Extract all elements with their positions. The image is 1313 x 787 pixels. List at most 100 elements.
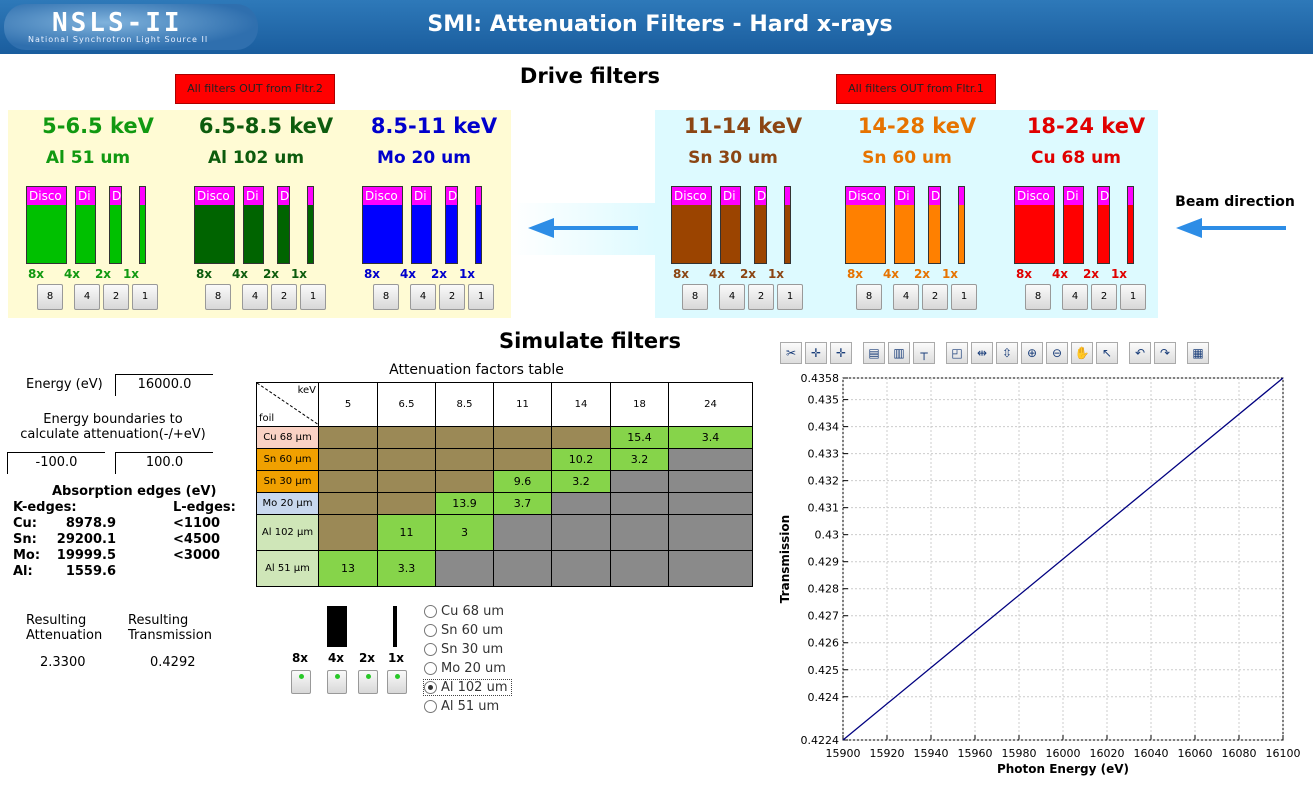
energy-input[interactable]: 16000.0	[115, 374, 213, 396]
filter-1x-button[interactable]: 1	[777, 284, 803, 310]
filter-1x-button[interactable]: 1	[1120, 284, 1146, 310]
transmission-plot[interactable]: 15900 15920 15940 15960 15980 16000 16020 16040…	[775, 368, 1310, 783]
boundaries-label-line2: calculate attenuation(-/+eV)	[20, 427, 206, 442]
radio-button[interactable]	[424, 700, 437, 713]
crosshair-icon[interactable]: ┬	[913, 342, 935, 364]
filter-1x-button[interactable]: 1	[300, 284, 326, 310]
foil-radio-option[interactable]: Sn 60 um	[424, 623, 506, 638]
filter-bar-fill	[846, 197, 885, 263]
filter-multiplier-label: 4x	[231, 267, 249, 281]
filter-2x-button[interactable]: 2	[103, 284, 129, 310]
filter-2x-button[interactable]: 2	[271, 284, 297, 310]
filter-8x-button[interactable]: 8	[37, 284, 63, 310]
table-col-header: 5	[318, 382, 378, 427]
scissors-icon[interactable]: ✂	[780, 342, 802, 364]
zoom-in-x-icon[interactable]: ✛	[805, 342, 827, 364]
filter-foil-label: Sn 30 um	[688, 148, 778, 168]
filter-2x-button[interactable]: 2	[748, 284, 774, 310]
boundary-max-input[interactable]: 100.0	[115, 452, 213, 474]
filter-multiplier-label: 1x	[122, 267, 140, 281]
filter-8x-button[interactable]: 8	[205, 284, 231, 310]
filter-bar-fill	[110, 197, 121, 263]
foil-radio-option[interactable]: Al 51 um	[424, 699, 502, 714]
sim-2x-toggle[interactable]	[358, 670, 378, 694]
filter-4x-button[interactable]: 4	[719, 284, 745, 310]
radio-button[interactable]	[424, 643, 437, 656]
beam-arrow-icon	[528, 218, 638, 238]
save-icon[interactable]: ▦	[1187, 342, 1209, 364]
filter-8x-button[interactable]: 8	[1025, 284, 1051, 310]
radio-button[interactable]	[424, 624, 437, 637]
sim-1x-toggle[interactable]	[387, 670, 407, 694]
table-row: Sn 30 µm 9.6 3.2	[256, 470, 753, 493]
filter-multiplier-label: 1x	[941, 267, 959, 281]
undo-icon[interactable]: ↶	[1129, 342, 1151, 364]
filter-bar-fill	[1064, 197, 1083, 263]
boundary-min-input[interactable]: -100.0	[7, 452, 105, 474]
filter-4x-button[interactable]: 4	[410, 284, 436, 310]
filter-2x-button[interactable]: 2	[1091, 284, 1117, 310]
sim-4x-toggle[interactable]	[327, 670, 347, 694]
corner-kev-label: keV	[297, 385, 316, 396]
sim-multiplier-label: 1x	[387, 651, 405, 665]
table-cell	[318, 492, 378, 515]
foil-radio-option[interactable]: Sn 30 um	[424, 642, 506, 657]
foil-radio-option[interactable]: Al 102 um	[423, 679, 512, 696]
radio-button[interactable]	[424, 662, 437, 675]
filter-foil-label: Al 102 um	[207, 148, 305, 168]
vfit-icon[interactable]: ⇳	[996, 342, 1018, 364]
edge-element: Mo:	[13, 548, 41, 563]
filter-bar-4x: Di	[411, 186, 432, 264]
filter-8x-button[interactable]: 8	[856, 284, 882, 310]
y-tick-label: 0.434	[808, 421, 840, 434]
filter-multiplier-label: 2x	[913, 267, 931, 281]
y-tick-label: 0.433	[808, 448, 840, 461]
filter-bar-8x: Disco	[671, 186, 712, 264]
filter-8x-button[interactable]: 8	[682, 284, 708, 310]
table-cell	[435, 426, 494, 449]
filter-4x-button[interactable]: 4	[74, 284, 100, 310]
zoom-box-icon[interactable]: ◰	[946, 342, 968, 364]
filter-multiplier-label: 8x	[672, 267, 690, 281]
zoom-out-x-icon[interactable]: ✛	[830, 342, 852, 364]
filter-4x-button[interactable]: 4	[242, 284, 268, 310]
radio-button[interactable]	[424, 605, 437, 618]
filter-1x-button[interactable]: 1	[951, 284, 977, 310]
radio-label: Al 51 um	[441, 699, 500, 714]
filter-4x-button[interactable]: 4	[1062, 284, 1088, 310]
x-tick-label: 16080	[1222, 747, 1257, 760]
filters-out-fltr1-button[interactable]: All filters OUT from Fltr.1	[836, 74, 996, 104]
pointer-icon[interactable]: ↖	[1096, 342, 1118, 364]
filter-bar-fill	[1015, 197, 1054, 263]
table-corner: keV foil	[256, 382, 319, 427]
y-tick-label: 0.432	[808, 475, 840, 488]
filter-bar-4x: Di	[75, 186, 96, 264]
filters-out-fltr2-button[interactable]: All filters OUT from Fltr.2	[175, 74, 335, 104]
sim-8x-toggle[interactable]	[291, 670, 311, 694]
zoom-in-icon[interactable]: ⊕	[1021, 342, 1043, 364]
table-row: Sn 60 µm 10.2 3.2	[256, 448, 753, 471]
radio-button[interactable]	[424, 681, 437, 694]
pan-icon[interactable]: ✋	[1071, 342, 1093, 364]
plot-options-icon[interactable]: ▤	[863, 342, 885, 364]
disco-indicator: D	[446, 187, 457, 205]
filter-8x-button[interactable]: 8	[373, 284, 399, 310]
led-indicator	[299, 674, 304, 679]
radio-label: Al 102 um	[441, 680, 508, 695]
transmission-series-line	[842, 377, 1284, 741]
foil-radio-option[interactable]: Mo 20 um	[424, 661, 509, 676]
disco-indicator: D	[110, 187, 121, 205]
filter-2x-button[interactable]: 2	[922, 284, 948, 310]
filter-2x-button[interactable]: 2	[439, 284, 465, 310]
filter-1x-button[interactable]: 1	[468, 284, 494, 310]
filter-1x-button[interactable]: 1	[132, 284, 158, 310]
legend-icon[interactable]: ▥	[888, 342, 910, 364]
redo-icon[interactable]: ↷	[1154, 342, 1176, 364]
zoom-out-icon[interactable]: ⊖	[1046, 342, 1068, 364]
hfit-icon[interactable]: ⇹	[971, 342, 993, 364]
foil-radio-option[interactable]: Cu 68 um	[424, 604, 507, 619]
table-cell	[668, 514, 753, 551]
disco-indicator: D	[755, 187, 766, 205]
filter-4x-button[interactable]: 4	[893, 284, 919, 310]
y-tick-label: 0.424	[808, 691, 840, 704]
